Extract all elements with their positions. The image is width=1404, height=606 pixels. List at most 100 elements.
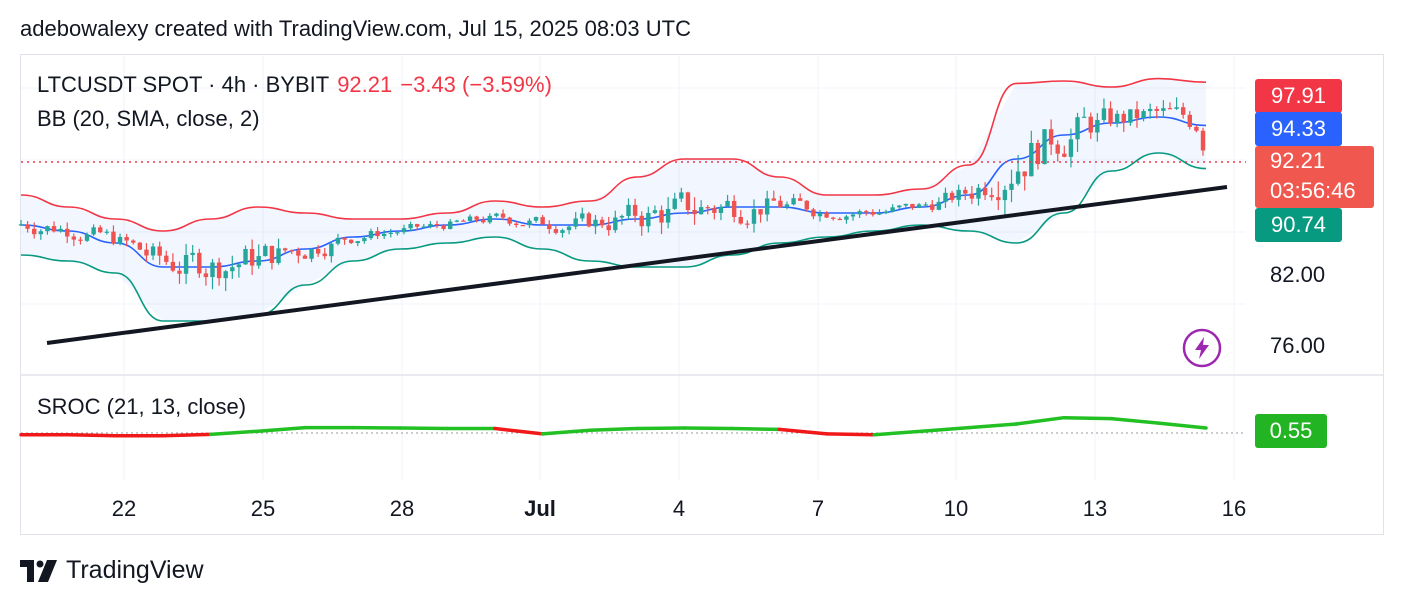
candle — [1154, 106, 1159, 119]
footer: TradingView — [20, 556, 204, 585]
candle — [342, 237, 347, 245]
candle — [1101, 98, 1107, 123]
candle — [956, 184, 961, 207]
legend-change: −3.43 (−3.59%) — [400, 72, 552, 97]
symbol-label: LTCUSDT SPOT · 4h · BYBIT — [37, 72, 330, 97]
candle — [289, 249, 294, 255]
sroc-segment — [161, 432, 213, 438]
candle — [824, 211, 829, 218]
bb-legend[interactable]: BB (20, SMA, close, 2) — [37, 106, 260, 131]
candle — [269, 245, 275, 270]
bb-lower-tag: 90.74 — [1255, 208, 1342, 242]
candle — [731, 195, 737, 223]
lightning-icon[interactable] — [1182, 328, 1222, 368]
candle — [943, 187, 948, 208]
candle — [963, 186, 968, 201]
candle — [230, 255, 235, 279]
candle — [1114, 110, 1120, 128]
grid — [21, 56, 1246, 480]
candle — [355, 240, 360, 247]
bb-upper-tag: 97.91 — [1255, 79, 1342, 113]
candle — [177, 261, 182, 284]
candle — [665, 197, 671, 229]
candle — [527, 218, 532, 228]
candle — [533, 216, 539, 223]
candle — [296, 247, 301, 264]
legend-price: 92.21 — [337, 72, 393, 97]
candle — [520, 224, 526, 227]
main-legend[interactable]: LTCUSDT SPOT · 4h · BYBIT 92.21 −3.43 (−3.… — [37, 72, 552, 98]
candle — [619, 214, 625, 225]
candle — [599, 216, 605, 229]
sroc-segment — [872, 429, 924, 437]
candle — [1128, 109, 1133, 126]
sroc-segment — [1062, 415, 1113, 421]
candle — [45, 225, 50, 235]
sroc-line — [19, 415, 1208, 438]
candle — [883, 209, 889, 215]
candle — [415, 223, 420, 231]
candle — [751, 199, 757, 233]
price-tick: 76.00 — [1270, 333, 1326, 358]
candle — [408, 221, 413, 232]
candle — [322, 248, 327, 260]
time-tick: 10 — [943, 496, 969, 521]
candle — [111, 225, 116, 246]
candle — [923, 202, 928, 208]
candle — [850, 211, 856, 221]
candle — [1088, 112, 1093, 139]
candle — [1068, 128, 1074, 168]
candle — [1167, 102, 1173, 110]
candle — [315, 245, 321, 257]
candle — [771, 190, 776, 201]
candle — [388, 228, 393, 238]
candle — [560, 228, 565, 238]
time-tick: 16 — [1221, 496, 1247, 521]
candle — [797, 193, 803, 201]
candle — [401, 224, 407, 235]
chart-frame — [20, 54, 1384, 535]
candle — [639, 211, 644, 236]
candle — [117, 233, 123, 246]
candle — [652, 205, 658, 215]
sroc-segment — [777, 427, 829, 436]
candle — [844, 214, 849, 224]
candle — [434, 220, 440, 228]
candle — [461, 219, 466, 222]
candle — [78, 236, 83, 245]
candle — [1141, 109, 1146, 122]
candle — [467, 214, 473, 222]
candle — [65, 222, 70, 244]
candle — [381, 230, 387, 239]
candle — [421, 223, 427, 229]
candle — [487, 213, 493, 225]
candle — [996, 181, 1001, 211]
candle — [183, 243, 189, 285]
candle — [593, 215, 598, 235]
candle — [1174, 97, 1179, 110]
price-tick: 82.00 — [1270, 262, 1326, 287]
candle — [150, 243, 156, 261]
candle — [474, 215, 479, 223]
candle — [514, 221, 519, 228]
sroc-segment — [1156, 421, 1208, 430]
sroc-legend[interactable]: SROC (21, 13, close) — [37, 394, 247, 419]
candle — [1147, 103, 1153, 119]
candle — [1015, 154, 1021, 186]
candle — [236, 262, 242, 278]
time-tick: 25 — [250, 496, 276, 521]
candle — [1095, 112, 1100, 142]
candle — [784, 201, 790, 210]
candle — [157, 241, 162, 265]
candle — [989, 187, 994, 201]
candle — [507, 216, 512, 226]
candle — [223, 270, 228, 292]
candle — [1200, 127, 1206, 156]
candle — [302, 254, 308, 259]
candle — [982, 182, 988, 201]
candle — [190, 245, 195, 262]
candle — [857, 209, 862, 218]
candle — [335, 233, 341, 246]
candle — [679, 187, 684, 202]
